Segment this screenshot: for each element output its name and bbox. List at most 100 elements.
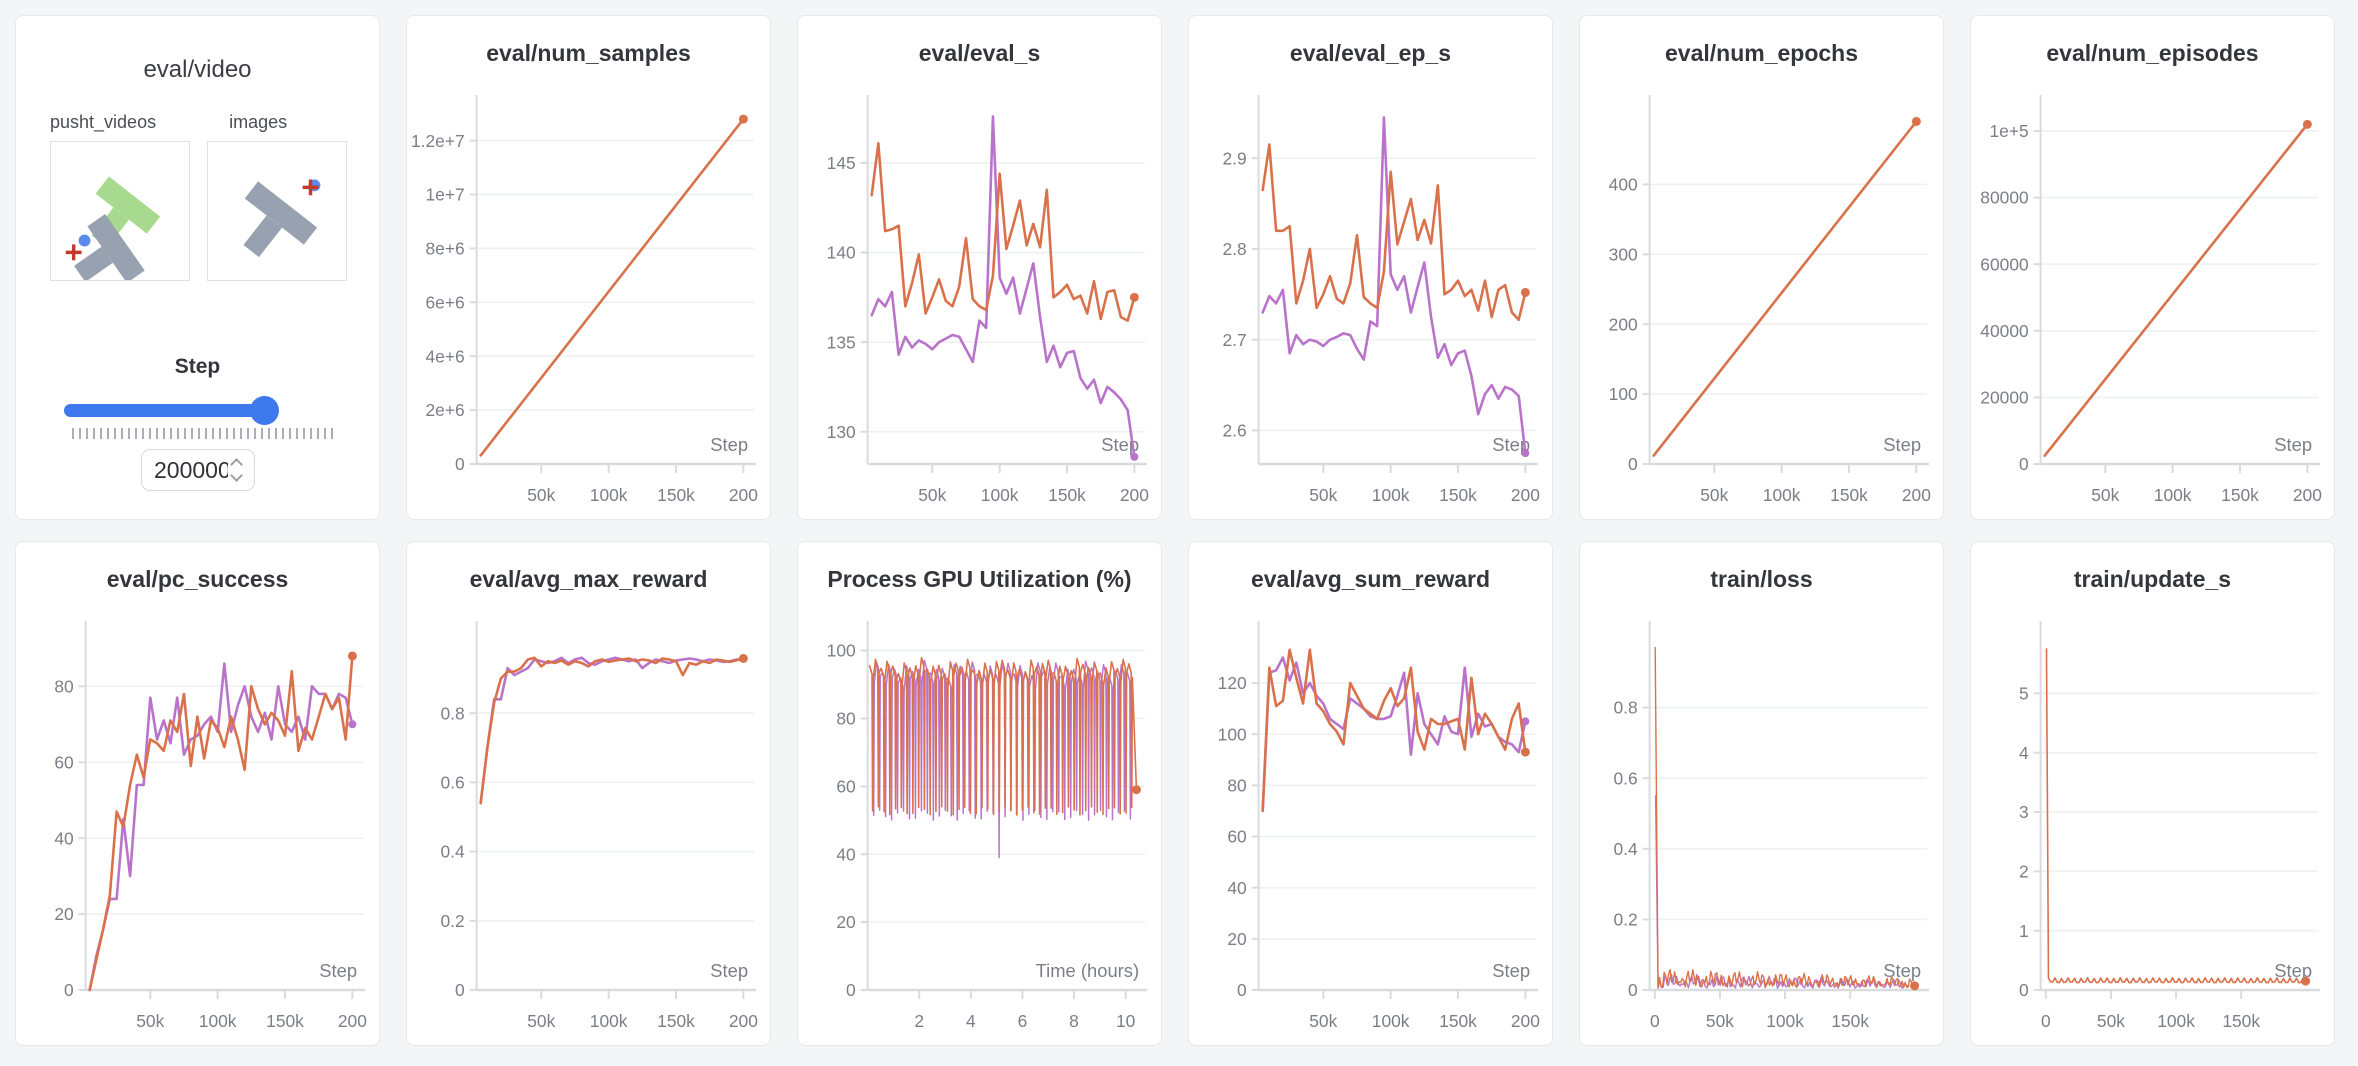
y-tick-label: 40000 <box>1980 321 2029 341</box>
series-line-orange <box>1652 120 1918 457</box>
y-tick-label: 2.6 <box>1222 421 1246 441</box>
y-tick-label: 0 <box>846 980 856 1000</box>
series-end-dot <box>1520 747 1530 757</box>
y-tick-label: 100 <box>1609 384 1638 404</box>
y-tick-label: 1e+5 <box>1990 121 2029 141</box>
chart-canvas: 0 2e+6 4e+6 6e+6 8e+6 1e+7 1.2e+7 50k 100k 150k 20… <box>411 95 758 505</box>
panel-eval-eval-s[interactable]: eval/eval_s 130 135 140 145 50k 100k 150k 200 St… <box>797 15 1162 520</box>
chart-canvas: 0 20 40 60 80 100 2 4 6 8 10 Time (hours) <box>827 621 1148 1031</box>
x-axis-label: Step <box>2274 434 2312 455</box>
x-tick-label: 100k <box>1372 1011 1410 1031</box>
media-key-label: pusht_videos <box>50 112 157 132</box>
x-tick-label: 50k <box>527 485 555 505</box>
x-tick-label: 10 <box>1116 1011 1136 1031</box>
y-tick-label: 4e+6 <box>426 346 465 366</box>
series-line-orange <box>2043 122 2309 458</box>
step-input-box[interactable] <box>140 449 255 491</box>
goal-cross <box>65 244 82 261</box>
series-line-orange <box>870 142 1136 322</box>
x-tick-label: 100k <box>590 1011 628 1031</box>
chart-title: eval/num_samples <box>486 40 691 66</box>
y-tick-label: 6e+6 <box>426 292 465 312</box>
series-line-orange <box>1261 143 1527 321</box>
spinner-down-icon[interactable] <box>230 469 243 482</box>
panel-process-gpu-utilization[interactable]: Process GPU Utilization (%) 0 20 40 60 80 100… <box>797 541 1162 1046</box>
y-tick-label: 100 <box>1218 724 1247 744</box>
chart-title: train/loss <box>1710 566 1813 592</box>
media-thumbnails <box>50 141 379 281</box>
y-tick-label: 0.8 <box>440 703 464 723</box>
x-tick-label: 50k <box>1309 485 1337 505</box>
pusht-video-thumbnail[interactable] <box>50 141 190 281</box>
y-tick-label: 2 <box>2019 861 2029 881</box>
x-tick-label: 50k <box>527 1011 555 1031</box>
y-tick-label: 20 <box>1227 929 1247 949</box>
x-axis-label: Step <box>1883 434 1921 455</box>
step-slider-ruler <box>72 428 335 439</box>
media-panel-title: eval/video <box>143 56 252 83</box>
media-panel-eval-video[interactable]: eval/video pusht_videos images <box>15 15 380 520</box>
panel-eval-pc-success[interactable]: eval/pc_success 0 20 40 60 80 50k 100k 150k 200 S… <box>15 541 380 1046</box>
series-line-purple <box>869 659 1132 859</box>
x-tick-label: 6 <box>1018 1011 1028 1031</box>
series-line-orange <box>868 656 1138 816</box>
y-tick-label: 145 <box>827 153 856 173</box>
y-tick-label: 2.7 <box>1222 330 1246 350</box>
x-tick-label: 150k <box>2221 485 2259 505</box>
y-tick-label: 8e+6 <box>426 239 465 259</box>
panel-eval-num-epochs[interactable]: eval/num_epochs 0 100 200 300 400 50k 100k 150k… <box>1579 15 1944 520</box>
series-end-dot <box>1521 717 1530 726</box>
x-tick-label: 100k <box>2157 1011 2195 1031</box>
x-tick-label: 100k <box>2154 485 2192 505</box>
y-tick-label: 120 <box>1218 673 1247 693</box>
thumb-labels: pusht_videos images <box>50 112 379 133</box>
panel-eval-avg-sum-reward[interactable]: eval/avg_sum_reward 0 20 40 60 80 100 120 50k 10… <box>1188 541 1553 1046</box>
panel-train-update-s[interactable]: train/update_s 0 1 2 3 4 5 0 50k 100k 150k Step <box>1970 541 2335 1046</box>
series-line-orange <box>2045 648 2307 984</box>
chart-title: eval/eval_ep_s <box>1289 40 1452 66</box>
x-tick-label: 200 <box>1511 1011 1540 1031</box>
chart-canvas: 0 1 2 3 4 5 0 50k 100k 150k Step <box>2019 621 2321 1031</box>
images-thumbnail[interactable] <box>207 141 347 281</box>
step-slider[interactable] <box>64 395 345 425</box>
step-slider-thumb[interactable] <box>250 396 279 425</box>
y-tick-label: 0.2 <box>440 911 464 931</box>
series-line-purple <box>870 115 1136 459</box>
y-tick-label: 80000 <box>1980 188 2029 208</box>
x-tick-label: 150k <box>266 1011 304 1031</box>
panel-eval-avg-max-reward[interactable]: eval/avg_max_reward 0 0.2 0.4 0.6 0.8 50k 100k… <box>406 541 771 1046</box>
panel-train-loss[interactable]: train/loss 0 0.2 0.4 0.6 0.8 0 50k 100k 150k Step <box>1579 541 1944 1046</box>
x-tick-label: 200 <box>729 1011 758 1031</box>
panel-eval-num-samples[interactable]: eval/num_samples 0 2e+6 4e+6 6e+6 8e+6 1e+7 1.… <box>406 15 771 520</box>
series-end-dot <box>1911 116 1921 126</box>
chart-title: eval/num_episodes <box>2046 40 2259 66</box>
x-tick-label: 50k <box>2097 1011 2125 1031</box>
panel-eval-eval-ep-s[interactable]: eval/eval_ep_s 2.6 2.7 2.8 2.9 50k 100k 150k 20… <box>1188 15 1553 520</box>
x-tick-label: 100k <box>199 1011 237 1031</box>
x-tick-label: 50k <box>918 485 946 505</box>
chart-canvas: 130 135 140 145 50k 100k 150k 200 Step <box>827 95 1149 505</box>
panel-eval-num-episodes[interactable]: eval/num_episodes 0 20000 40000 60000 80000 1… <box>1970 15 2335 520</box>
y-tick-label: 0.4 <box>1613 839 1637 859</box>
series-end-dot <box>1130 452 1139 461</box>
y-tick-label: 60 <box>836 776 856 796</box>
y-tick-label: 0 <box>1628 980 1638 1000</box>
x-tick-label: 150k <box>2222 1011 2260 1031</box>
step-slider-track[interactable] <box>64 404 278 417</box>
x-tick-label: 50k <box>136 1011 164 1031</box>
x-tick-label: 150k <box>1830 485 1868 505</box>
series-end-dot <box>2301 976 2311 986</box>
x-tick-label: 150k <box>1048 485 1086 505</box>
x-tick-label: 200 <box>1120 485 1149 505</box>
x-tick-label: 200 <box>1511 485 1540 505</box>
step-input[interactable] <box>154 456 228 484</box>
y-tick-label: 80 <box>836 709 856 729</box>
series-line-orange <box>479 117 745 457</box>
y-tick-label: 0.2 <box>1613 909 1637 929</box>
y-tick-label: 20000 <box>1980 387 2029 407</box>
media-key-label: images <box>229 112 288 132</box>
y-tick-label: 0 <box>455 454 465 474</box>
x-axis-label: Step <box>710 960 748 981</box>
y-tick-label: 40 <box>1227 878 1247 898</box>
series-line-orange <box>88 654 354 992</box>
